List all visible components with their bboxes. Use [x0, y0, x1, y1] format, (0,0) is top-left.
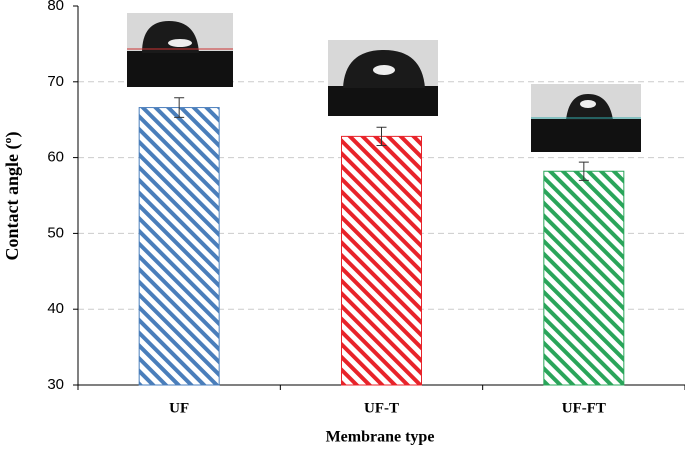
- x-tick-label: UF: [169, 400, 189, 416]
- y-axis-title: Contact angle (º): [2, 132, 23, 261]
- y-tick-label: 80: [47, 0, 64, 14]
- error-bar: [578, 161, 589, 181]
- y-tick-label: 50: [47, 224, 64, 241]
- x-tick-label: UF-FT: [562, 400, 606, 416]
- droplet-image: [328, 40, 438, 116]
- y-tick-label: 40: [47, 300, 64, 317]
- droplet-image: [531, 84, 641, 152]
- y-tick-label: 70: [47, 73, 64, 90]
- bar: [543, 170, 625, 386]
- error-bar: [174, 97, 185, 118]
- bar: [138, 107, 220, 386]
- droplet-image: [127, 13, 233, 87]
- x-axis-title: Membrane type: [326, 429, 435, 446]
- bar: [341, 135, 422, 386]
- y-tick-label: 60: [47, 149, 64, 166]
- x-tick-label: UF-T: [364, 400, 399, 416]
- droplet-images: [127, 13, 641, 152]
- error-bar: [376, 126, 387, 146]
- y-tick-label: 30: [47, 376, 64, 393]
